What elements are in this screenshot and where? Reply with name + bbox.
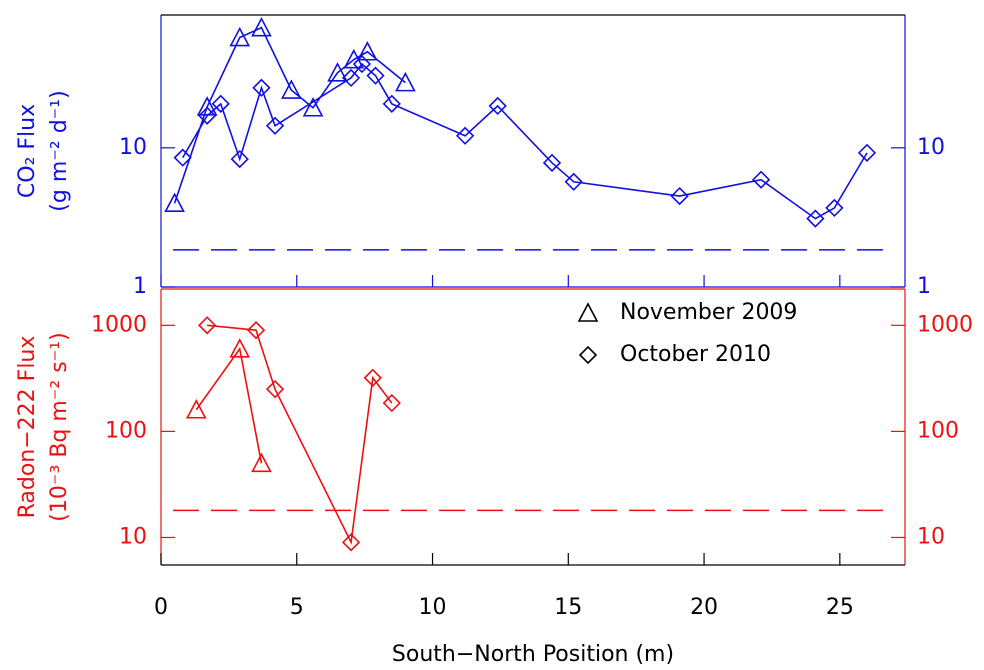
y-tick-label: 1000 <box>91 312 147 337</box>
diamond-marker <box>363 368 382 387</box>
y-axis-label: Radon−222 Flux <box>15 336 40 519</box>
diamond-marker <box>352 54 372 74</box>
triangle-marker <box>395 71 416 92</box>
x-tick-label: 10 <box>419 595 447 620</box>
diamond-marker <box>246 321 266 340</box>
x-tick-label: 5 <box>290 595 304 620</box>
diamond-marker <box>198 316 217 335</box>
diamond-marker <box>366 66 385 85</box>
y-tick-label: 1 <box>917 274 931 299</box>
triangle-marker <box>302 97 324 117</box>
diamond-marker <box>382 393 401 413</box>
x-tick-label: 20 <box>690 595 718 620</box>
y-tick-label: 1 <box>133 274 147 299</box>
diamond-marker <box>670 186 689 206</box>
triangle-marker <box>164 192 185 213</box>
legend-label: November 2009 <box>620 300 797 325</box>
diamond-marker <box>341 68 361 88</box>
diamond-marker <box>382 94 401 113</box>
diamond-marker <box>252 78 271 97</box>
legend-marker <box>577 302 599 322</box>
diamond-marker <box>488 96 507 116</box>
diamond-marker <box>211 94 230 113</box>
diamond-marker <box>806 209 825 228</box>
triangle-marker <box>357 41 378 61</box>
diamond-marker <box>173 148 192 167</box>
y-tick-label: 10 <box>119 524 147 549</box>
legend-marker <box>578 345 598 365</box>
triangle-marker <box>327 62 348 82</box>
diamond-marker <box>265 380 285 399</box>
diamond-marker <box>230 149 249 169</box>
y-tick-label: 10 <box>917 135 945 160</box>
diamond-marker <box>825 198 844 218</box>
y-tick-label: 10 <box>119 135 147 160</box>
triangle-marker <box>229 338 251 358</box>
diamond-marker <box>455 126 475 145</box>
y-tick-label: 100 <box>105 418 147 443</box>
y-tick-label: 100 <box>917 418 959 443</box>
y-axis-label: (g m⁻² d⁻¹) <box>47 90 72 211</box>
series-line <box>195 346 263 464</box>
diamond-marker <box>265 116 285 135</box>
y-axis-label: CO₂ Flux <box>15 104 40 198</box>
x-tick-label: 15 <box>554 595 582 620</box>
diamond-marker <box>341 533 361 552</box>
diamond-marker <box>564 172 583 191</box>
series-line <box>182 62 868 220</box>
diamond-marker <box>198 106 217 125</box>
triangle-marker <box>281 79 302 99</box>
y-tick-label: 1000 <box>917 312 973 337</box>
x-tick-label: 25 <box>826 595 854 620</box>
triangle-marker <box>251 16 272 37</box>
triangle-marker <box>229 26 251 47</box>
y-axis-label: (10⁻³ Bq m⁻² s⁻¹) <box>47 332 72 521</box>
legend-label: October 2010 <box>620 342 771 367</box>
y-tick-label: 10 <box>917 524 945 549</box>
x-tick-label: 0 <box>154 595 168 620</box>
diamond-marker <box>542 153 562 172</box>
x-axis-label: South−North Position (m) <box>392 642 674 667</box>
diamond-marker <box>857 143 877 162</box>
triangle-marker <box>185 399 207 419</box>
triangle-marker <box>251 452 272 473</box>
diamond-marker <box>751 170 771 189</box>
